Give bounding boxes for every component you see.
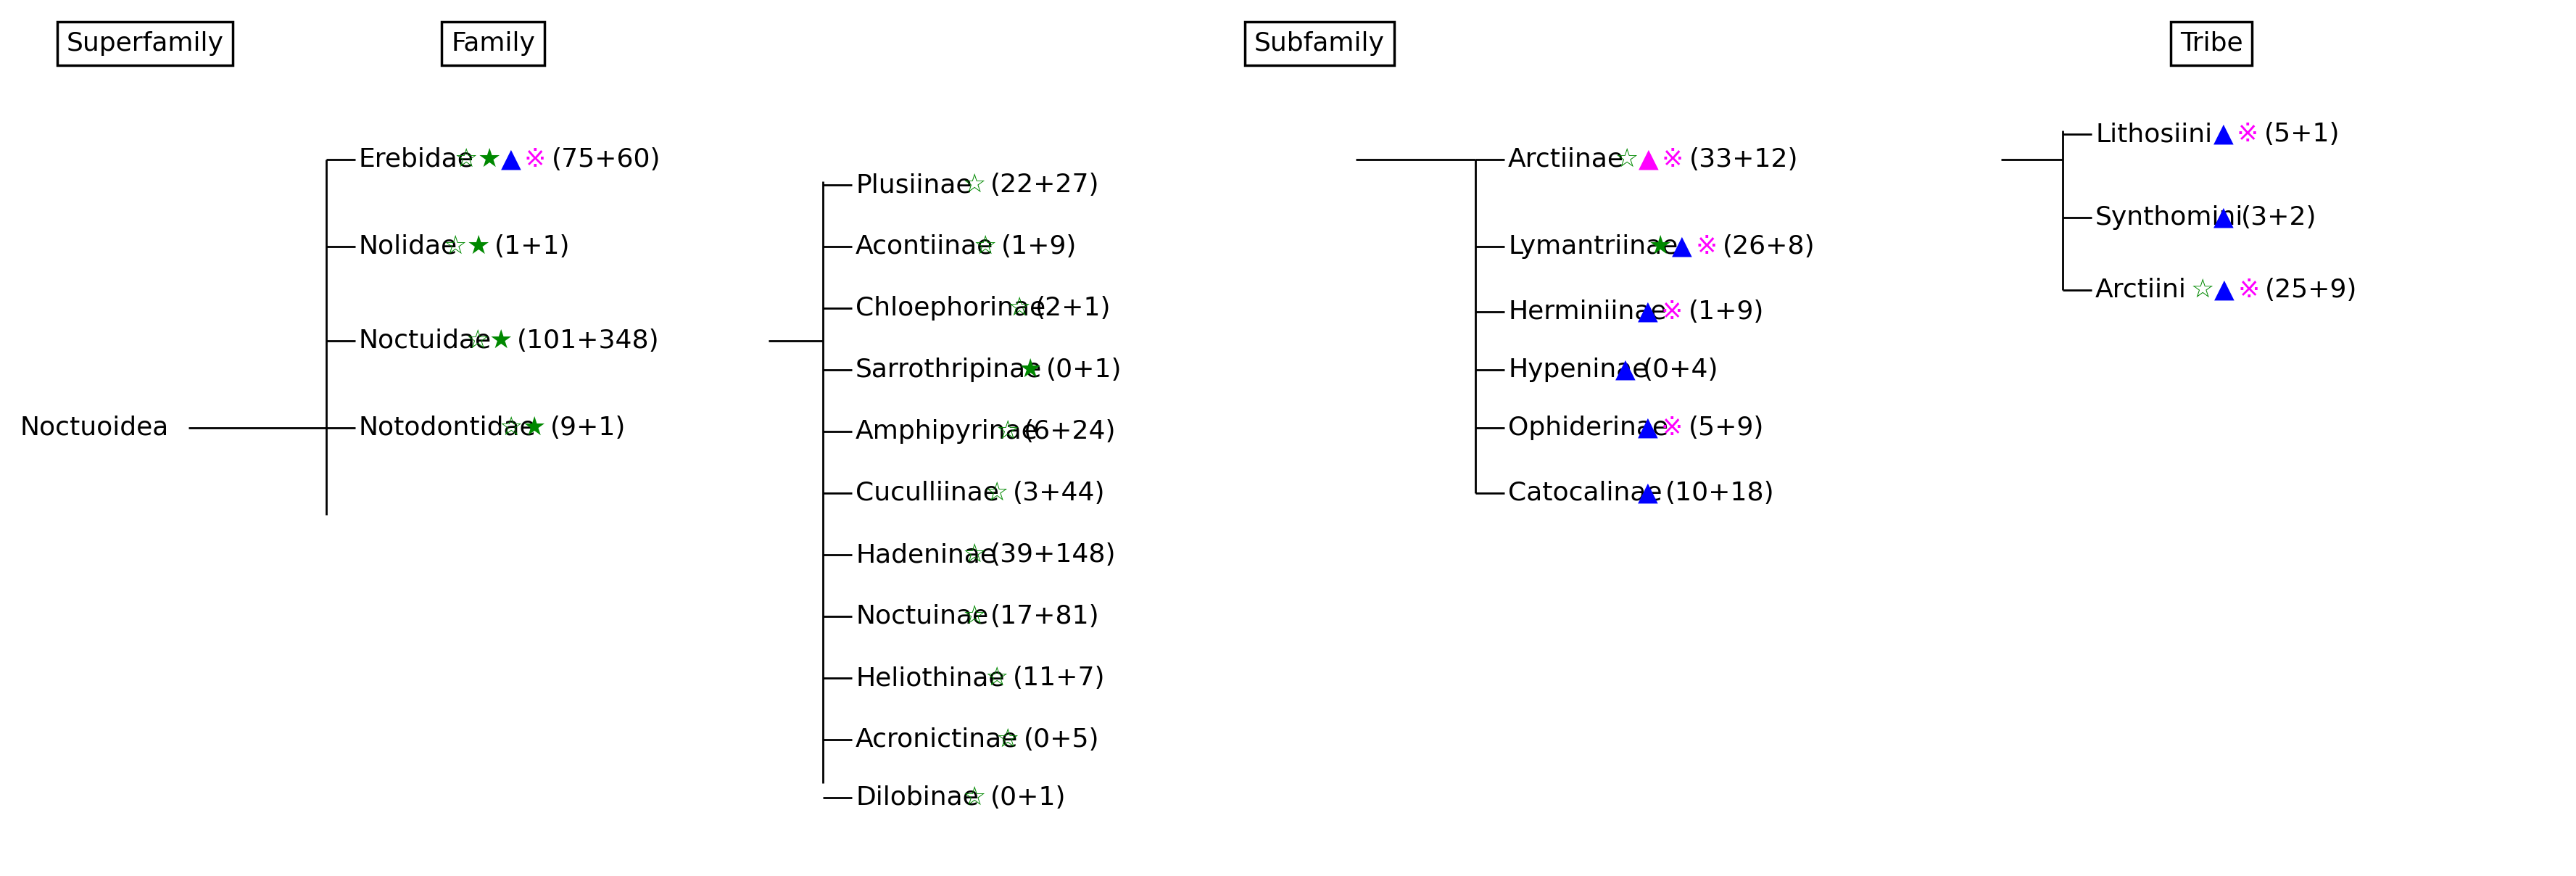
- Text: Arctiini: Arctiini: [2094, 278, 2187, 302]
- Text: (25+9): (25+9): [2264, 278, 2357, 302]
- Text: (5+1): (5+1): [2264, 122, 2339, 146]
- Text: ▲: ▲: [1672, 234, 1692, 259]
- Text: (75+60): (75+60): [551, 147, 662, 172]
- Text: Erebidae: Erebidae: [358, 147, 474, 172]
- Text: ☆: ☆: [963, 604, 987, 629]
- Text: (17+81): (17+81): [989, 604, 1100, 629]
- Text: ☆: ☆: [974, 234, 997, 259]
- Text: (33+12): (33+12): [1690, 147, 1798, 172]
- Text: (6+24): (6+24): [1023, 419, 1115, 444]
- Text: ☆: ☆: [997, 727, 1020, 752]
- Text: (26+8): (26+8): [1723, 234, 1816, 259]
- Text: ※: ※: [1662, 415, 1682, 440]
- Text: Noctuoidea: Noctuoidea: [21, 415, 167, 440]
- Text: ▲: ▲: [2213, 122, 2233, 146]
- Text: (22+27): (22+27): [989, 173, 1100, 197]
- Text: (1+9): (1+9): [1687, 300, 1765, 324]
- Text: ★: ★: [466, 234, 489, 259]
- Text: ※: ※: [1695, 234, 1718, 259]
- Text: (39+148): (39+148): [989, 542, 1115, 567]
- Text: ★: ★: [523, 415, 546, 440]
- Text: ☆: ☆: [1007, 296, 1030, 321]
- Text: Noctuinae: Noctuinae: [855, 604, 989, 629]
- Text: ▲: ▲: [1638, 415, 1656, 440]
- Text: ☆: ☆: [443, 234, 466, 259]
- Text: (11+7): (11+7): [1012, 666, 1105, 690]
- Text: ▲: ▲: [1615, 357, 1636, 382]
- Text: Nolidae: Nolidae: [358, 234, 459, 259]
- Text: (3+2): (3+2): [2241, 205, 2316, 230]
- Text: Superfamily: Superfamily: [67, 32, 224, 56]
- Text: Notodontidae: Notodontidae: [358, 415, 536, 440]
- Text: (3+44): (3+44): [1012, 481, 1105, 505]
- Text: ★: ★: [477, 147, 502, 172]
- Text: Noctuidae: Noctuidae: [358, 328, 492, 353]
- Text: ★: ★: [489, 328, 513, 353]
- Text: Lithosiini: Lithosiini: [2094, 122, 2213, 146]
- Text: ☆: ☆: [1615, 147, 1638, 172]
- Text: Tribe: Tribe: [2179, 32, 2244, 56]
- Text: Ophiderinae: Ophiderinae: [1507, 415, 1669, 440]
- Text: (0+5): (0+5): [1023, 727, 1100, 752]
- Text: ☆: ☆: [466, 328, 489, 353]
- Text: ▲: ▲: [2213, 205, 2233, 230]
- Text: Acontiinae: Acontiinae: [855, 234, 994, 259]
- Text: (101+348): (101+348): [518, 328, 659, 353]
- Text: Acronictinae: Acronictinae: [855, 727, 1018, 752]
- Text: Cuculliinae: Cuculliinae: [855, 481, 999, 505]
- Text: (0+1): (0+1): [989, 786, 1066, 810]
- Text: ☆: ☆: [963, 173, 987, 197]
- Text: Herminiinae: Herminiinae: [1507, 300, 1667, 324]
- Text: ※: ※: [1662, 300, 1682, 324]
- Text: Subfamily: Subfamily: [1255, 32, 1386, 56]
- Text: (0+4): (0+4): [1643, 357, 1718, 382]
- Text: Hadeninae: Hadeninae: [855, 542, 997, 567]
- Text: ※: ※: [2239, 278, 2259, 302]
- Text: Amphipyrinae: Amphipyrinae: [855, 419, 1038, 444]
- Text: Sarrothripinae: Sarrothripinae: [855, 357, 1043, 382]
- Text: ▲: ▲: [500, 147, 520, 172]
- Text: ☆: ☆: [2192, 278, 2215, 302]
- Text: Family: Family: [451, 32, 536, 56]
- Text: ☆: ☆: [997, 419, 1020, 444]
- Text: ☆: ☆: [984, 481, 1007, 505]
- Text: (0+1): (0+1): [1046, 357, 1123, 382]
- Text: ※: ※: [2236, 122, 2259, 146]
- Text: (2+1): (2+1): [1036, 296, 1110, 321]
- Text: Catocalinae: Catocalinae: [1507, 481, 1662, 505]
- Text: ▲: ▲: [1638, 300, 1656, 324]
- Text: ☆: ☆: [453, 147, 479, 172]
- Text: ☆: ☆: [500, 415, 523, 440]
- Text: Arctiinae: Arctiinae: [1507, 147, 1623, 172]
- Text: (10+18): (10+18): [1664, 481, 1775, 505]
- Text: Synthomini: Synthomini: [2094, 205, 2244, 230]
- Text: ▲: ▲: [1638, 481, 1656, 505]
- Text: (1+9): (1+9): [1002, 234, 1077, 259]
- Text: Chloephorinae: Chloephorinae: [855, 296, 1046, 321]
- Text: ★: ★: [1018, 357, 1043, 382]
- Text: ▲: ▲: [1638, 147, 1659, 172]
- Text: ※: ※: [1662, 147, 1682, 172]
- Text: Dilobinae: Dilobinae: [855, 786, 979, 810]
- Text: (5+9): (5+9): [1687, 415, 1765, 440]
- Text: ▲: ▲: [2215, 278, 2233, 302]
- Text: ※: ※: [523, 147, 546, 172]
- Text: Hypeninae: Hypeninae: [1507, 357, 1649, 382]
- Text: ☆: ☆: [963, 542, 987, 567]
- Text: Heliothinae: Heliothinae: [855, 666, 1005, 690]
- Text: ☆: ☆: [963, 786, 987, 810]
- Text: Plusiinae: Plusiinae: [855, 173, 971, 197]
- Text: (1+1): (1+1): [495, 234, 569, 259]
- Text: ☆: ☆: [984, 666, 1007, 690]
- Text: (9+1): (9+1): [551, 415, 626, 440]
- Text: ★: ★: [1649, 234, 1672, 259]
- Text: Lymantriinae: Lymantriinae: [1507, 234, 1677, 259]
